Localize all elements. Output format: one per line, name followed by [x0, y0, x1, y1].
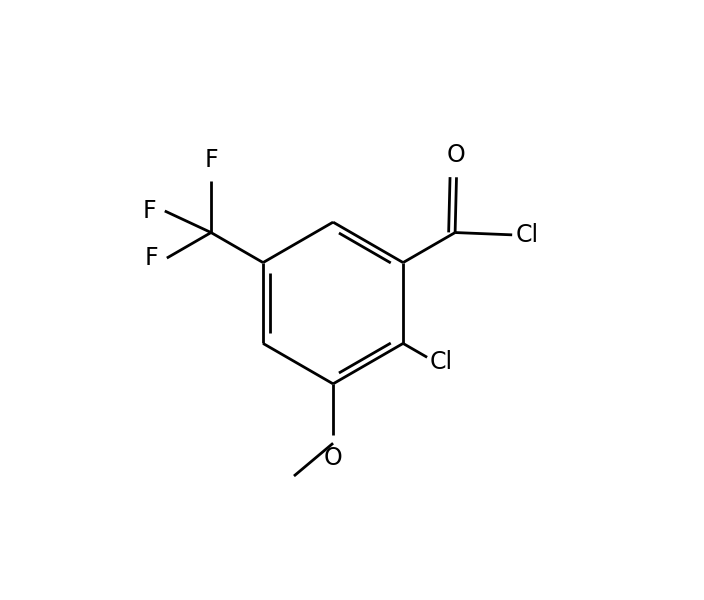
Text: F: F	[204, 148, 218, 172]
Text: Cl: Cl	[516, 223, 539, 247]
Text: O: O	[447, 143, 466, 167]
Text: Cl: Cl	[430, 350, 453, 374]
Text: F: F	[143, 199, 156, 223]
Text: F: F	[145, 246, 158, 270]
Text: O: O	[324, 446, 342, 470]
